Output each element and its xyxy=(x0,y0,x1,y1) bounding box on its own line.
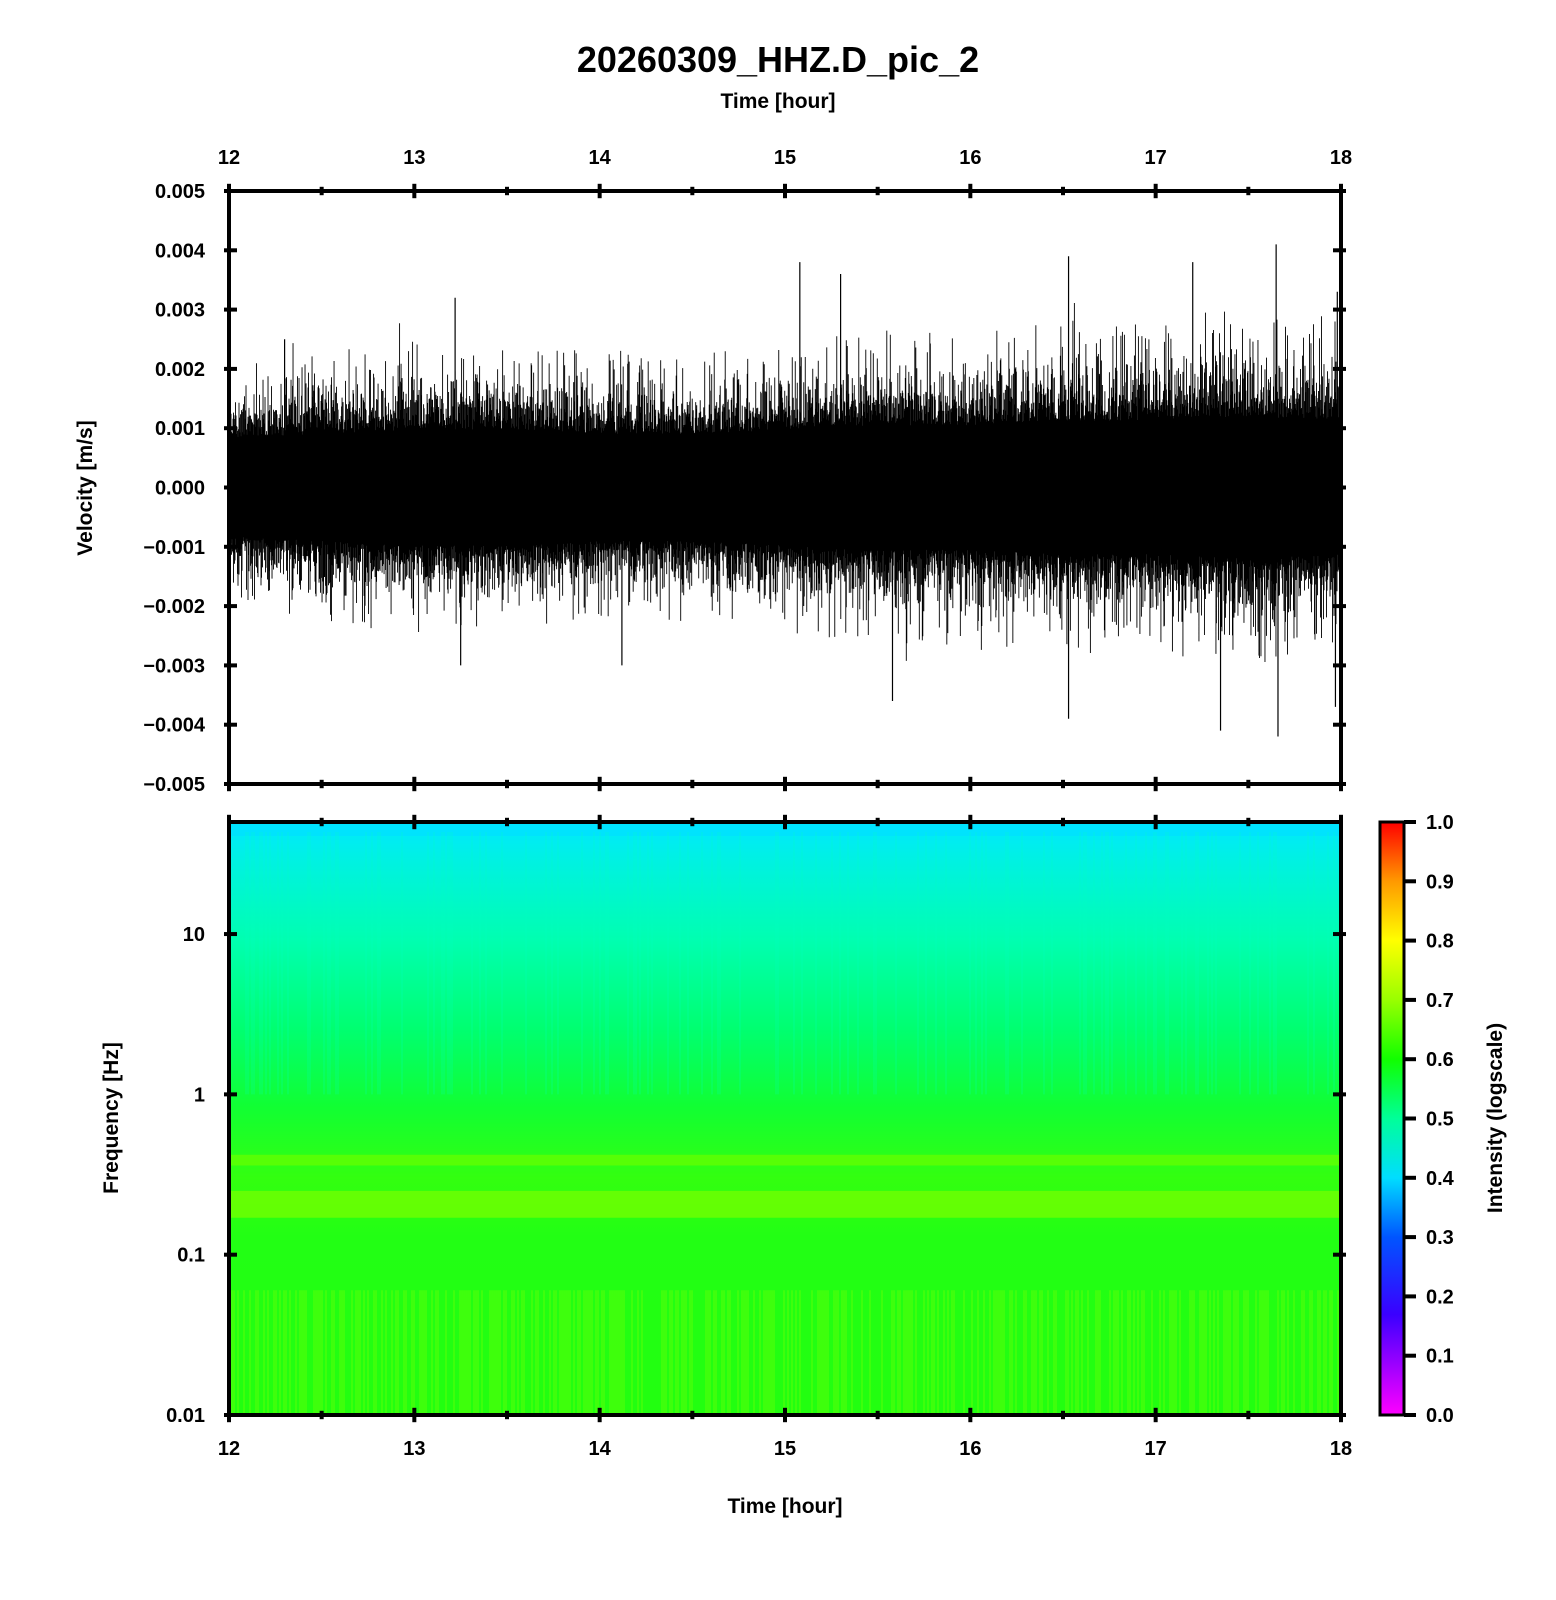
y-tick-label: 0.002 xyxy=(155,359,205,381)
y-tick-label: 0.01 xyxy=(166,1405,205,1427)
x-tick-label: 16 xyxy=(959,147,981,169)
x-tick-label: 18 xyxy=(1330,147,1352,169)
top-x-axis-label: Time [hour] xyxy=(720,90,835,113)
colorbar-tick-label: 1.0 xyxy=(1426,812,1454,834)
waveform-trace xyxy=(228,244,1342,737)
velocity-axis-label: Velocity [m/s] xyxy=(74,420,97,555)
colorbar-tick-label: 0.6 xyxy=(1426,1049,1454,1071)
y-tick-label: −0.003 xyxy=(143,655,205,677)
x-tick-label: 15 xyxy=(774,1438,796,1460)
colorbar-tick-label: 0.8 xyxy=(1426,931,1454,953)
x-tick-label: 14 xyxy=(589,1438,612,1460)
y-tick-label: −0.005 xyxy=(143,774,205,796)
waveform-panel: 12 13 14 15 16 17 18 0.005 0.004 0.003 0.002 0.001… xyxy=(74,147,1352,796)
x-tick-label: 14 xyxy=(589,147,612,169)
colorbar-tick-label: 0.9 xyxy=(1426,871,1454,893)
y-tick-label: 0.005 xyxy=(155,181,205,203)
x-tick-label: 17 xyxy=(1145,1438,1167,1460)
waveform-y-ticks: 0.005 0.004 0.003 0.002 0.001 0.000 −0.001 −0.0… xyxy=(143,181,1346,796)
colorbar: 1.0 0.9 0.8 0.7 0.6 0.5 0.4 0.3 0.2 0.1 0.0 Intens… xyxy=(1378,812,1507,1427)
y-tick-label: −0.004 xyxy=(143,715,206,737)
x-tick-label: 16 xyxy=(959,1438,981,1460)
spectrogram-x-ticks: 12 13 14 15 16 17 18 xyxy=(218,814,1352,1460)
waveform-core xyxy=(228,421,1342,554)
x-tick-label: 18 xyxy=(1330,1438,1352,1460)
colorbar-tick-label: 0.2 xyxy=(1426,1286,1454,1308)
colorbar-tick-label: 0.1 xyxy=(1426,1346,1454,1368)
y-tick-label: 0.001 xyxy=(155,418,205,440)
spectrogram-panel: 12 13 14 15 16 17 18 10 1 0.1 0.01 Frequency [Hz]… xyxy=(100,814,1352,1518)
x-tick-label: 17 xyxy=(1145,147,1167,169)
bottom-x-axis-label: Time [hour] xyxy=(727,1495,842,1518)
colorbar-label: Intensity (logscale) xyxy=(1484,1023,1507,1213)
spectrogram-high-frequency-texture xyxy=(245,832,1335,1095)
frequency-axis-label: Frequency [Hz] xyxy=(100,1042,123,1194)
spectrogram-y-ticks: 10 1 0.1 0.01 xyxy=(166,924,1346,1427)
y-tick-label: 1 xyxy=(194,1084,205,1106)
colorbar-tick-label: 0.7 xyxy=(1426,990,1454,1012)
y-tick-label: −0.001 xyxy=(143,537,205,559)
colorbar-tick-label: 0.0 xyxy=(1426,1405,1454,1427)
colorbar-tick-label: 0.4 xyxy=(1426,1168,1455,1190)
x-tick-label: 13 xyxy=(403,147,425,169)
y-tick-label: −0.002 xyxy=(143,596,205,618)
colorbar-tick-label: 0.3 xyxy=(1426,1227,1454,1249)
x-tick-label: 13 xyxy=(403,1438,425,1460)
colorbar-tick-label: 0.5 xyxy=(1426,1109,1454,1131)
x-tick-label: 12 xyxy=(218,147,240,169)
spectrogram-microseism-band xyxy=(229,1190,1341,1218)
y-tick-label: 0.1 xyxy=(177,1245,205,1267)
spectrogram-microseism-band xyxy=(229,1154,1341,1166)
y-tick-label: 0.003 xyxy=(155,300,205,322)
y-tick-label: 0.000 xyxy=(155,478,205,500)
y-tick-label: 10 xyxy=(183,924,205,946)
x-tick-label: 15 xyxy=(774,147,796,169)
chart-title: 20260309_HHZ.D_pic_2 xyxy=(577,39,979,80)
x-tick-label: 12 xyxy=(218,1438,240,1460)
y-tick-label: 0.004 xyxy=(155,240,206,262)
colorbar-ticks: 1.0 0.9 0.8 0.7 0.6 0.5 0.4 0.3 0.2 0.1 0.0 xyxy=(1404,812,1455,1427)
colorbar-gradient xyxy=(1380,822,1404,1415)
